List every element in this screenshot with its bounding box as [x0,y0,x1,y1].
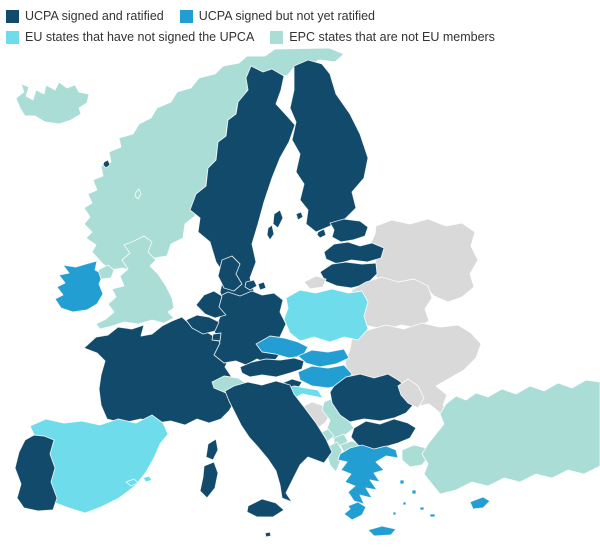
country-moldova [397,378,425,409]
country-czechia [255,335,309,359]
legend-swatch-ratified [6,9,19,23]
island-faroe [102,159,111,169]
country-denmark [217,255,243,292]
country-portugal [14,434,58,512]
aegean-island [392,511,397,516]
country-luxembourg [211,332,222,342]
island-shetland [134,188,142,200]
country-united-kingdom [95,235,175,330]
country-slovakia [297,348,350,368]
country-austria [239,357,305,378]
legend-swatch-signed [179,9,193,23]
island-saaremaa [316,228,327,239]
island-zealand [257,281,267,291]
aegean-island [411,489,417,495]
legend-swatch-eu-not-signed [6,30,19,44]
island-oland [266,224,275,241]
country-cyprus [469,496,491,510]
aegean-island [399,479,405,485]
island-menorca [142,475,153,483]
island-corsica [205,438,219,461]
island-aland [295,211,304,221]
country-netherlands [195,290,227,319]
island-rhodes [429,513,436,518]
country-latvia [323,241,385,265]
legend-label-ratified: UCPA signed and ratified [25,9,164,23]
legend-label-eu-not-signed: EU states that have not signed the UPCA [25,30,255,44]
country-turkey [421,379,600,495]
island-funen [244,279,258,291]
country-ireland [54,260,104,313]
country-malta [264,531,272,538]
country-italy [224,380,333,503]
country-romania [329,373,415,423]
legend-item-signed: UCPA signed but not yet ratified [179,9,376,23]
country-france [83,316,236,426]
country-poland [283,288,369,343]
island-crete [367,525,397,537]
country-finland [289,59,369,233]
legend-label-epc-non-eu: EPC states that are not EU members [289,30,495,44]
europe-map [14,47,600,538]
island-mallorca [125,478,139,487]
country-belgium [185,314,220,335]
aegean-island [402,501,407,506]
legend-item-epc-non-eu: EPC states that are not EU members [270,30,495,44]
europe-map-container [0,46,600,549]
country-bulgaria [350,418,417,451]
region-northern-ireland [97,264,115,280]
legend-item-ratified: UCPA signed and ratified [6,9,164,23]
island-sicily [246,498,285,518]
country-kaliningrad [303,275,327,290]
map-legend: UCPA signed and ratified UCPA signed but… [0,0,600,46]
aegean-island [419,506,425,511]
island-sardinia [199,461,219,499]
country-greece [337,444,399,505]
legend-label-signed: UCPA signed but not yet ratified [198,9,376,23]
country-estonia [329,218,369,243]
country-lithuania [319,261,378,289]
island-gotland [272,209,284,229]
legend-swatch-epc-non-eu [270,30,284,44]
region-peloponnese [343,501,367,521]
country-iceland [15,81,90,125]
legend-item-eu-not-signed: EU states that have not signed the UPCA [6,30,254,44]
